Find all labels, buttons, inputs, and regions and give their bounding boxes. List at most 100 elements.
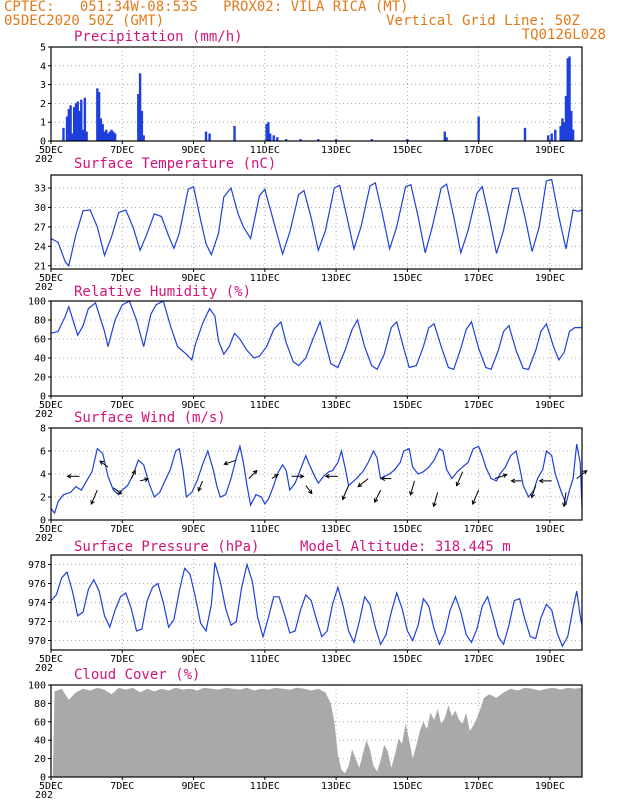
wind-arrow — [472, 489, 480, 505]
precip-frame — [50, 46, 583, 142]
precip-bar — [62, 127, 65, 141]
wind-xtick-label: 19DEC — [535, 524, 565, 535]
temp-xtick-label: 11DEC — [250, 273, 280, 284]
precip-bar — [267, 122, 270, 141]
wind-ytick-label: 4 — [40, 470, 46, 481]
precip-xtick-label: 11DEC — [250, 145, 280, 156]
temp-frame — [50, 174, 583, 270]
wind-arrow-head — [90, 500, 95, 506]
wind-xtick-label: 15DEC — [392, 524, 422, 535]
precip-ytick-label: 1 — [40, 118, 46, 129]
pres-xtick-label: 17DEC — [464, 654, 494, 665]
wind-series-line — [50, 443, 583, 515]
precip-ytick-label: 5 — [40, 43, 46, 54]
precip-bar — [276, 137, 279, 141]
pres-xtick-label: 13DEC — [321, 654, 351, 665]
precip-bar — [265, 124, 268, 141]
temp-xtick-label: 7DEC — [110, 273, 134, 284]
rh-title: Relative Humidity (%) — [74, 284, 251, 300]
precip-bar — [67, 109, 71, 141]
precip-bar — [99, 118, 103, 141]
wind-arrow — [113, 487, 122, 495]
wind-arrow — [197, 480, 203, 492]
pres-ytick-label: 972 — [28, 617, 46, 628]
wind-title: Surface Wind (m/s) — [74, 410, 226, 426]
rh-ytick-label: 20 — [34, 373, 46, 384]
wind-arrow — [374, 489, 382, 503]
cloud-xtick-label: 5DEC — [39, 781, 63, 792]
wind-arrow — [456, 471, 464, 486]
precip-bar — [96, 88, 99, 141]
wind-ytick-label: 2 — [40, 493, 46, 504]
rh-xtick-label: 7DEC — [110, 400, 134, 411]
temp-xtick-label: 19DEC — [535, 273, 565, 284]
precip-xtick-label: 13DEC — [321, 145, 351, 156]
precip-bar — [74, 103, 78, 141]
precip-bar — [550, 133, 553, 141]
temp-ytick-label: 24 — [34, 242, 46, 253]
wind-arrow-head — [324, 473, 330, 479]
wind-arrow-head — [66, 473, 72, 479]
temp-xtick-label: 17DEC — [464, 273, 494, 284]
wind-arrow-head — [299, 473, 305, 479]
cloud-ytick-label: 80 — [34, 699, 46, 710]
precip-bar — [140, 110, 144, 141]
wind-arrow — [357, 478, 369, 487]
precip-title: Precipitation (mm/h) — [74, 29, 243, 45]
cloud-ytick-label: 100 — [28, 681, 46, 692]
cloud-ytick-label: 40 — [34, 736, 46, 747]
wind-xtick-label: 13DEC — [321, 524, 351, 535]
cloud-xtick-label: 19DEC — [535, 781, 565, 792]
precip-bar — [81, 129, 85, 141]
header-model-code: TQ0126L028 — [521, 27, 606, 43]
temp-ytick-label: 33 — [34, 183, 46, 194]
rh-xtick-label: 9DEC — [182, 400, 206, 411]
pres-extra-label: Model Altitude: 318.445 m — [300, 539, 511, 555]
wind-xtick-label: 9DEC — [182, 524, 206, 535]
precip-bar — [554, 129, 557, 141]
precip-ytick-label: 4 — [40, 61, 46, 72]
precip-bar — [108, 131, 112, 141]
cloud-xtick-label: 11DEC — [250, 781, 280, 792]
wind-arrow-head — [252, 469, 258, 475]
precip-bar — [208, 133, 211, 141]
precip-bar — [85, 131, 88, 141]
precip-ytick-label: 2 — [40, 99, 46, 110]
precip-xtick-label: 15DEC — [392, 145, 422, 156]
temp-year-stub: 202 — [35, 282, 53, 293]
temp-ytick-label: 30 — [34, 203, 46, 214]
cloud-ytick-label: 60 — [34, 717, 46, 728]
wind-xtick-label: 17DEC — [464, 524, 494, 535]
rh-xtick-label: 5DEC — [39, 400, 63, 411]
temp-ytick-label: 27 — [34, 222, 46, 233]
wind-arrow-head — [502, 473, 508, 478]
precip-bar — [105, 129, 108, 141]
temp-ytick-label: 21 — [34, 261, 46, 272]
precip-xtick-label: 7DEC — [110, 145, 134, 156]
rh-xtick-label: 17DEC — [464, 400, 494, 411]
precip-bar — [568, 56, 571, 141]
wind-year-stub: 202 — [35, 533, 53, 544]
pres-frame — [50, 554, 583, 651]
pres-xtick-label: 5DEC — [39, 654, 63, 665]
precip-bar — [65, 116, 69, 141]
wind-xtick-label: 7DEC — [110, 524, 134, 535]
cloud-xtick-label: 15DEC — [392, 781, 422, 792]
precip-bar — [113, 133, 117, 141]
precip-bar — [80, 99, 83, 141]
wind-ytick-label: 6 — [40, 447, 46, 458]
cloud-year-stub: 202 — [35, 790, 53, 800]
cloud-xtick-label: 9DEC — [182, 781, 206, 792]
wind-arrow — [410, 480, 415, 496]
rh-ytick-label: 0 — [40, 392, 46, 403]
precip-bar — [112, 131, 115, 141]
precip-bar — [559, 125, 562, 141]
rh-year-stub: 202 — [35, 409, 53, 420]
wind-arrow — [99, 460, 109, 468]
cloud-xtick-label: 7DEC — [110, 781, 134, 792]
precip-bar — [138, 73, 142, 141]
wind-arrow-head — [117, 489, 123, 495]
temp-series-line — [50, 178, 583, 268]
precip-ytick-label: 0 — [40, 137, 46, 148]
